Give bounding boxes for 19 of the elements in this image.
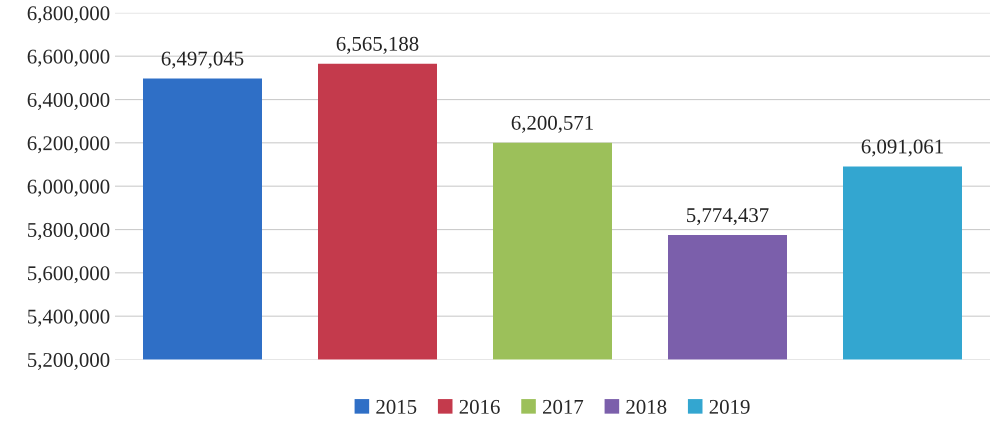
- y-tick-label: 6,600,000: [28, 50, 110, 67]
- y-tick-label: 5,600,000: [28, 266, 110, 284]
- y-tick-label: 6,200,000: [28, 136, 110, 154]
- y-tick-label: 6,000,000: [28, 180, 110, 197]
- legend-label: 2017: [543, 400, 584, 414]
- y-tick-label: 5,800,000: [28, 222, 110, 240]
- legend-label: 2016: [460, 400, 500, 414]
- legend-label: 2015: [376, 400, 416, 414]
- data-label: 6,091,061: [862, 139, 943, 157]
- legend-label: 2019: [710, 400, 750, 414]
- legend-label: 2018: [626, 400, 666, 414]
- y-tick-label: 6,400,000: [28, 92, 110, 110]
- data-label: 6,497,045: [162, 52, 244, 69]
- data-label: 6,200,571: [512, 116, 593, 133]
- y-tick-label: 6,800,000: [28, 6, 110, 24]
- y-tick-label: 5,400,000: [28, 310, 110, 327]
- data-label: 6,565,188: [336, 36, 418, 54]
- data-label: 5,774,437: [687, 208, 769, 226]
- y-tick-label: 5,200,000: [28, 352, 110, 370]
